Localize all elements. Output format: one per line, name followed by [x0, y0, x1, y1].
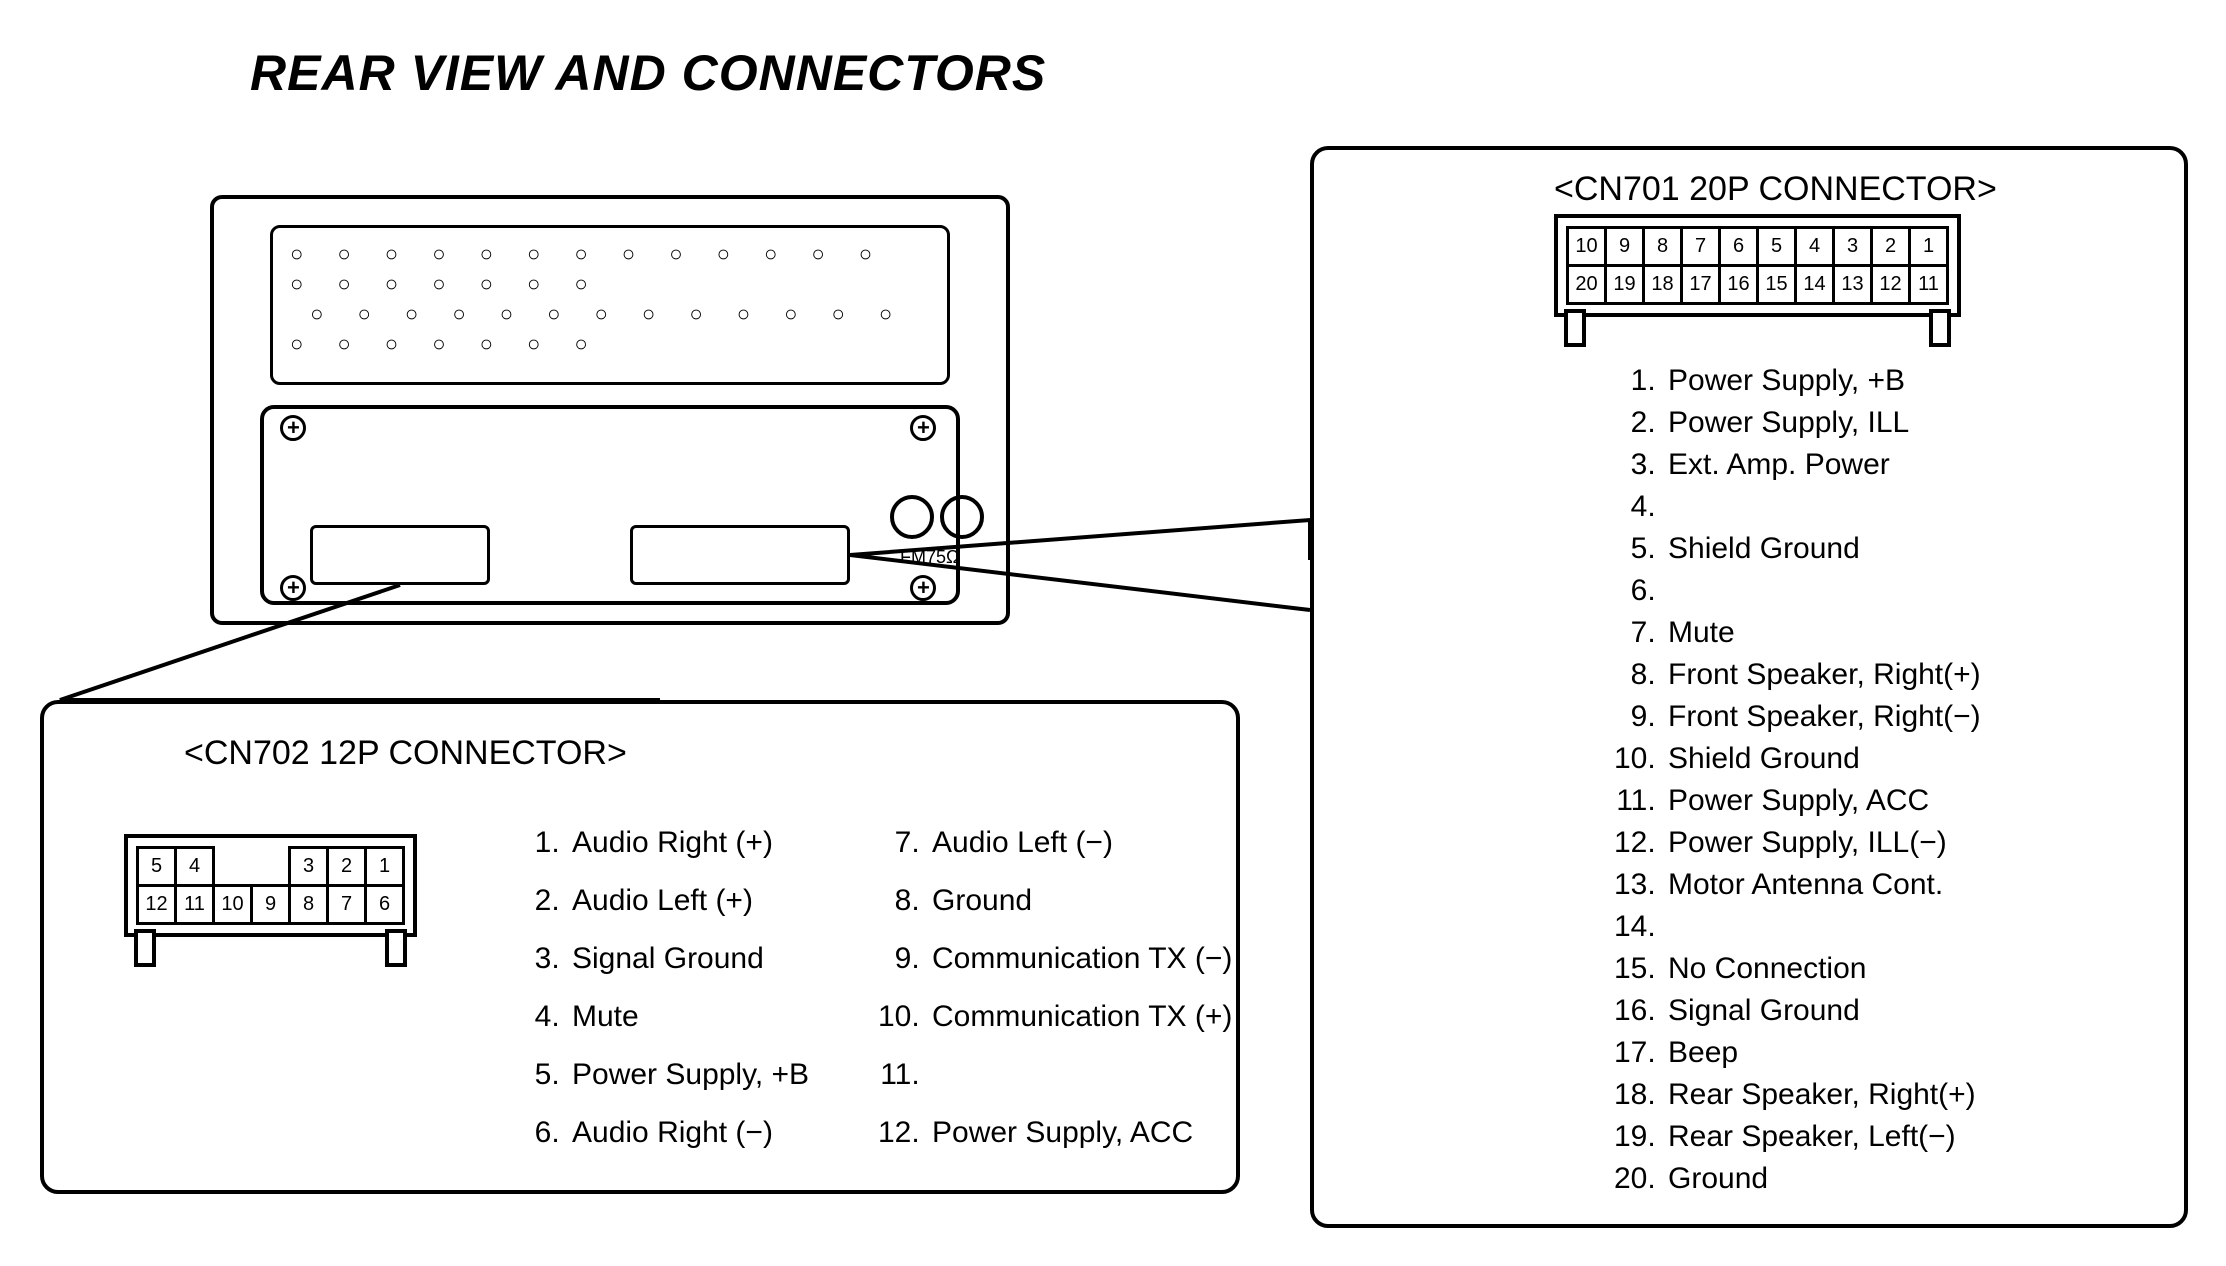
screw-icon: [910, 575, 936, 601]
pin-cell: 10: [1568, 228, 1606, 266]
pin-cell: 3: [290, 848, 328, 886]
pin-desc: No Connection: [1664, 948, 1981, 990]
pin-cell: 6: [366, 886, 404, 924]
pin-cell: 2: [328, 848, 366, 886]
pin-cell: 10: [214, 886, 252, 924]
pin-desc: Power Supply, +B: [1664, 360, 1981, 402]
pin-cell: 4: [1796, 228, 1834, 266]
pin-cell: 12: [138, 886, 176, 924]
screw-icon: [910, 415, 936, 441]
pin-cell: 20: [1568, 266, 1606, 304]
cn702-list-col1: Audio Right (+)Audio Left (+)Signal Grou…: [524, 814, 809, 1162]
vent-holes: ○ ○ ○ ○ ○ ○ ○ ○ ○ ○ ○ ○ ○ ○ ○ ○ ○ ○ ○ ○ …: [290, 239, 930, 369]
cn702-title: <CN702 12P CONNECTOR>: [184, 734, 627, 773]
pin-desc: Power Supply, ILL: [1664, 402, 1981, 444]
pin-cell: 9: [1606, 228, 1644, 266]
pin-desc: Ground: [1664, 1158, 1981, 1200]
antenna-jack-icon: [940, 495, 984, 539]
pin-desc: Mute: [568, 988, 809, 1046]
pin-desc: Power Supply, ACC: [1664, 780, 1981, 822]
pin-cell: 1: [366, 848, 404, 886]
pin-desc: [1664, 570, 1981, 612]
pin-desc: Rear Speaker, Right(+): [1664, 1074, 1981, 1116]
pin-cell: 1: [1910, 228, 1948, 266]
pin-desc: [1664, 486, 1981, 528]
cn702-panel: <CN702 12P CONNECTOR> 54 321 1211109876 Au…: [40, 700, 1240, 1194]
pin-desc: Beep: [1664, 1032, 1981, 1074]
pin-desc: Front Speaker, Right(−): [1664, 696, 1981, 738]
screw-icon: [280, 415, 306, 441]
pin-desc: Audio Right (−): [568, 1104, 809, 1162]
pin-cell: 15: [1758, 266, 1796, 304]
pin-cell: 17: [1682, 266, 1720, 304]
pin-cell: 7: [1682, 228, 1720, 266]
pin-cell: 19: [1606, 266, 1644, 304]
pin-desc: Ext. Amp. Power: [1664, 444, 1981, 486]
page-title: REAR VIEW AND CONNECTORS: [250, 44, 1046, 102]
pin-desc: Signal Ground: [568, 930, 809, 988]
connector-shell: 10987654321 20191817161514131211: [1554, 214, 1961, 317]
vent-row: ○ ○ ○ ○ ○ ○ ○ ○ ○ ○ ○ ○ ○ ○ ○ ○ ○ ○ ○ ○: [290, 301, 906, 356]
pin-cell: 5: [138, 848, 176, 886]
pin-cell: 11: [176, 886, 214, 924]
pin-cell: 2: [1872, 228, 1910, 266]
pin-cell: 4: [176, 848, 214, 886]
pin-desc: Communication TX (+): [928, 988, 1232, 1046]
pin-desc: Power Supply, ACC: [928, 1104, 1232, 1162]
pin-desc: Audio Left (+): [568, 872, 809, 930]
pin-cell: [252, 848, 290, 886]
cn701-socket: [630, 525, 850, 585]
pin-desc: Ground: [928, 872, 1232, 930]
diagram-page: REAR VIEW AND CONNECTORS ○ ○ ○ ○ ○ ○ ○ ○…: [0, 0, 2226, 1266]
pin-desc: Shield Ground: [1664, 738, 1981, 780]
pin-desc: Audio Left (−): [928, 814, 1232, 872]
cn701-list: Power Supply, +BPower Supply, ILLExt. Am…: [1620, 360, 1981, 1200]
screw-icon: [280, 575, 306, 601]
pin-desc: [1664, 906, 1981, 948]
pin-desc: Communication TX (−): [928, 930, 1232, 988]
pin-desc: Motor Antenna Cont.: [1664, 864, 1981, 906]
cn701-pinout: 10987654321 20191817161514131211: [1554, 214, 1974, 322]
pin-cell: 3: [1834, 228, 1872, 266]
pin-desc: Power Supply, +B: [568, 1046, 809, 1104]
cn701-panel: <CN701 20P CONNECTOR> 109876543212019181…: [1310, 146, 2188, 1228]
pin-cell: 8: [290, 886, 328, 924]
cn701-pin-table: 10987654321 20191817161514131211: [1566, 226, 1949, 305]
device-rear-view: ○ ○ ○ ○ ○ ○ ○ ○ ○ ○ ○ ○ ○ ○ ○ ○ ○ ○ ○ ○ …: [210, 195, 1010, 625]
pin-cell: 14: [1796, 266, 1834, 304]
pin-cell: 18: [1644, 266, 1682, 304]
cn702-socket: [310, 525, 490, 585]
cn702-list-col2: Audio Left (−)GroundCommunication TX (−)…: [884, 814, 1232, 1162]
pin-cell: 9: [252, 886, 290, 924]
cn701-title: <CN701 20P CONNECTOR>: [1554, 170, 1997, 209]
pin-cell: 16: [1720, 266, 1758, 304]
pin-desc: Mute: [1664, 612, 1981, 654]
pin-cell: 8: [1644, 228, 1682, 266]
connector-shell: 54 321 1211109876: [124, 834, 417, 937]
pin-desc: Audio Right (+): [568, 814, 809, 872]
vent-row: ○ ○ ○ ○ ○ ○ ○ ○ ○ ○ ○ ○ ○ ○ ○ ○ ○ ○ ○ ○: [290, 361, 886, 369]
pin-desc: Front Speaker, Right(+): [1664, 654, 1981, 696]
vent-row: ○ ○ ○ ○ ○ ○ ○ ○ ○ ○ ○ ○ ○ ○ ○ ○ ○ ○ ○ ○: [290, 241, 886, 296]
pin-cell: 11: [1910, 266, 1948, 304]
pin-cell: 7: [328, 886, 366, 924]
cn702-pin-table: 54 321 1211109876: [136, 846, 405, 925]
pin-desc: Rear Speaker, Left(−): [1664, 1116, 1981, 1158]
pin-cell: 5: [1758, 228, 1796, 266]
antenna-jack-icon: [890, 495, 934, 539]
pin-desc: [928, 1046, 1232, 1104]
pin-desc: Signal Ground: [1664, 990, 1981, 1032]
pin-cell: 12: [1872, 266, 1910, 304]
pin-desc: Power Supply, ILL(−): [1664, 822, 1981, 864]
pin-cell: 6: [1720, 228, 1758, 266]
cn702-pinout: 54 321 1211109876: [124, 834, 444, 942]
fm-label: FM75Ω: [900, 547, 959, 568]
pin-cell: 13: [1834, 266, 1872, 304]
pin-desc: Shield Ground: [1664, 528, 1981, 570]
